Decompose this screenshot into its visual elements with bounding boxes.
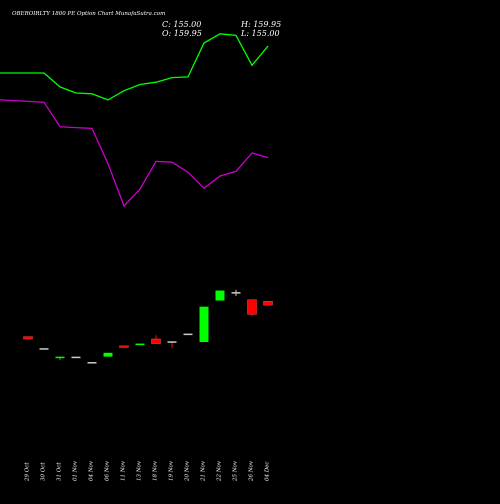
candle	[39, 348, 49, 350]
candle-body	[135, 343, 145, 346]
close-value: C: 155.00	[162, 20, 202, 29]
x-tick-label: 01 Nov	[73, 460, 79, 481]
chart-title: OBEROIRLTY 1800 PE Option Chart MunafaSu…	[12, 11, 166, 17]
x-tick-label: 04 Nov	[89, 460, 95, 481]
candle	[23, 336, 33, 340]
candle-body	[263, 301, 273, 306]
x-axis-ticks: 29 Oct 30 Oct 31 Oct 01 Nov 04 Nov 06 Nov 11 N…	[25, 460, 271, 482]
candle	[247, 299, 257, 316]
candle-body	[87, 362, 97, 364]
candle	[103, 352, 113, 357]
x-tick-label: 29 Oct	[25, 462, 31, 482]
candle	[151, 335, 161, 344]
lower-band-line	[0, 99, 269, 208]
candle-body	[199, 306, 209, 343]
candle	[183, 333, 193, 336]
candles-group	[23, 289, 273, 364]
x-tick-label: 11 Nov	[121, 460, 127, 481]
low-value: L: 155.00	[241, 29, 280, 38]
x-tick-label: 04 Dec	[265, 462, 271, 482]
candle-body	[247, 299, 257, 315]
candle-body	[183, 333, 193, 336]
candle-body	[55, 356, 65, 359]
x-tick-label: 20 Nov	[185, 460, 191, 482]
x-tick-label: 21 Nov	[201, 460, 207, 482]
candle-body	[23, 336, 33, 340]
candle	[199, 306, 209, 343]
x-tick-label: 31 Oct	[57, 462, 63, 481]
candle	[231, 289, 241, 296]
open-value: O: 159.95	[162, 29, 202, 38]
candle-body	[151, 338, 161, 344]
candle-body	[39, 348, 49, 350]
x-tick-label: 18 Nov	[153, 460, 159, 481]
candle	[55, 356, 65, 360]
high-value: H: 159.95	[241, 20, 282, 29]
x-tick-label: 26 Nov	[249, 460, 255, 482]
x-tick-label: 30 Oct	[41, 462, 47, 481]
x-tick-label: 06 Nov	[105, 460, 111, 481]
x-tick-label: 25 Nov	[233, 460, 239, 482]
candle	[71, 356, 81, 359]
candle-body	[231, 292, 241, 294]
candle-body	[215, 290, 225, 301]
candle	[119, 345, 129, 348]
candle-body	[103, 352, 113, 357]
candle-body	[71, 356, 81, 359]
candle	[215, 290, 225, 301]
candle-body	[167, 341, 177, 343]
x-tick-label: 22 Nov	[217, 460, 223, 482]
candle-body	[119, 345, 129, 348]
candle	[167, 341, 177, 349]
upper-band-line	[0, 33, 269, 101]
x-tick-label: 19 Nov	[169, 460, 175, 481]
candle	[87, 362, 97, 364]
x-tick-label: 13 Nov	[137, 460, 143, 481]
candle	[263, 301, 273, 306]
candle	[135, 343, 145, 346]
